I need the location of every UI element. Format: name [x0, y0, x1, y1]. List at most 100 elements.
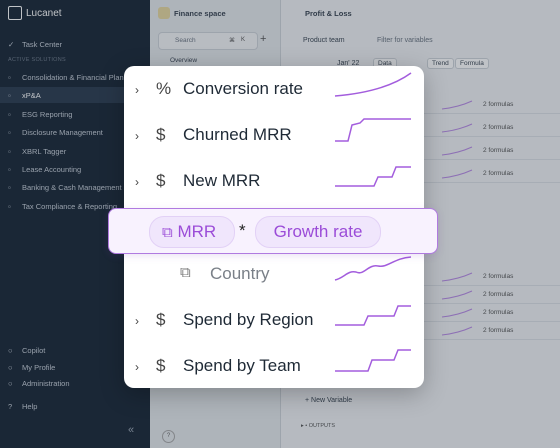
sparkline-path — [441, 290, 473, 300]
nav-item[interactable]: Tax Compliance & Reporting — [22, 202, 118, 211]
nav-icon: ▫ — [8, 91, 11, 100]
view-tab[interactable]: Trend — [427, 58, 454, 69]
sparkline-path — [335, 166, 411, 187]
chevron: › — [135, 360, 139, 374]
sparkline-path — [441, 100, 473, 110]
nav-icon: ✓ — [8, 40, 15, 49]
add-button[interactable]: + — [260, 33, 267, 45]
nav-icon: ▫ — [8, 128, 11, 137]
search-placeholder: Search — [175, 37, 196, 44]
collapse-button[interactable]: « — [128, 424, 135, 436]
sparkline — [335, 305, 411, 326]
nav-item[interactable]: Administration — [22, 379, 70, 388]
variable-icon: $ — [156, 125, 166, 144]
sparkline-path — [335, 349, 411, 372]
nav-icon: ○ — [8, 363, 13, 372]
sparkline — [441, 146, 473, 156]
nav-item[interactable]: Copilot — [22, 346, 46, 355]
sparkline — [441, 123, 473, 133]
new-variable-label: New Variable — [311, 397, 353, 404]
formula-count: 2 formulas — [483, 170, 514, 177]
nav-item[interactable]: Disclosure Management — [22, 128, 103, 137]
formula-count: 2 formulas — [483, 327, 514, 334]
nav-icon: ▫ — [8, 147, 11, 156]
nav-item[interactable]: Lease Accounting — [22, 165, 82, 174]
section-label: ACTIVE SOLUTIONS — [8, 57, 66, 63]
space-icon — [158, 7, 170, 19]
team-selector[interactable]: Product team — [303, 37, 345, 44]
variable-name[interactable]: Conversion rate — [183, 79, 304, 98]
nav-icon: ▫ — [8, 73, 11, 82]
nav-item[interactable]: Consolidation & Financial Plann — [22, 73, 128, 82]
variable-name[interactable]: Spend by Team — [183, 356, 301, 375]
variable-name[interactable]: Spend by Region — [183, 310, 314, 329]
variable-icon: $ — [156, 356, 166, 375]
sparkline-path — [335, 118, 411, 142]
period[interactable]: Jan' 22 — [337, 60, 360, 67]
nav-item[interactable]: ESG Reporting — [22, 110, 73, 119]
nav-item[interactable]: My Profile — [22, 363, 56, 372]
sparkline-path — [334, 72, 412, 97]
brand-logo — [8, 6, 22, 20]
search-box[interactable]: Search ⌘ K — [158, 32, 258, 50]
nav-item[interactable]: Help — [22, 402, 38, 411]
new-variable[interactable]: + New Variable — [305, 397, 353, 404]
sparkline-path — [335, 305, 411, 326]
variable-icon: $ — [156, 310, 166, 329]
nav-item[interactable]: Banking & Cash Management — [22, 183, 122, 192]
outputs-label: ▸ • OUTPUTS — [301, 423, 336, 429]
sparkline — [335, 349, 411, 372]
formula-row[interactable]: ⧉ MRR * Growth rate — [108, 208, 438, 254]
brand-name: Lucanet — [26, 8, 62, 19]
filter-input[interactable]: Filter for variables — [377, 37, 433, 44]
formula-count: 2 formulas — [483, 101, 514, 108]
variable-icon: % — [156, 79, 172, 98]
sparkline — [441, 326, 473, 336]
shortcut-key: ⌘ — [229, 38, 235, 44]
sparkline-path — [441, 146, 473, 156]
formula-count: 2 formulas — [483, 309, 514, 316]
variable-name[interactable]: Churned MRR — [183, 125, 292, 144]
sparkline-path — [441, 326, 473, 336]
sparkline — [441, 272, 473, 282]
sparkline — [335, 166, 411, 187]
sparkline-path — [441, 123, 473, 133]
nav-item[interactable]: xP&A — [22, 91, 41, 100]
chip-label: MRR — [177, 222, 217, 241]
nav-icon: ? — [8, 402, 13, 411]
sparkline — [441, 169, 473, 179]
outputs-text: OUTPUTS — [308, 423, 336, 429]
dimension-icon: ⧉ — [180, 264, 191, 281]
shortcut-key: K — [241, 37, 246, 43]
sparkline — [441, 290, 473, 300]
space-title: Finance space — [174, 9, 226, 18]
dimension-name[interactable]: Country — [210, 264, 270, 283]
formula-count: 2 formulas — [483, 291, 514, 298]
nav-icon: ○ — [8, 346, 13, 355]
nav-item[interactable]: XBRL Tagger — [22, 147, 67, 156]
help-icon[interactable]: ? — [162, 430, 175, 443]
chevron: › — [135, 175, 139, 189]
chevron: › — [135, 83, 139, 97]
formula-count: 2 formulas — [483, 124, 514, 131]
nav-icon: ▫ — [8, 110, 11, 119]
sparkline — [441, 100, 473, 110]
chip-icon: ⧉ — [162, 224, 173, 241]
sparkline — [335, 118, 411, 142]
nav-item[interactable]: Task Center — [22, 40, 63, 49]
overview-link[interactable]: Overview — [170, 57, 198, 64]
variable-name[interactable]: New MRR — [183, 171, 261, 190]
formula-chip[interactable]: Growth rate — [255, 216, 381, 248]
formula-chip[interactable]: ⧉ MRR — [149, 216, 235, 248]
view-tab[interactable]: Formula — [455, 58, 489, 69]
nav-icon: ▫ — [8, 202, 11, 211]
nav-active-bg — [0, 87, 150, 103]
sparkline-path — [441, 308, 473, 318]
sparkline — [441, 308, 473, 318]
chip-label: Growth rate — [273, 222, 363, 241]
sparkline-path — [441, 169, 473, 179]
sparkline-path — [334, 256, 412, 281]
formula-operator: * — [239, 221, 246, 240]
sparkline — [334, 256, 412, 281]
